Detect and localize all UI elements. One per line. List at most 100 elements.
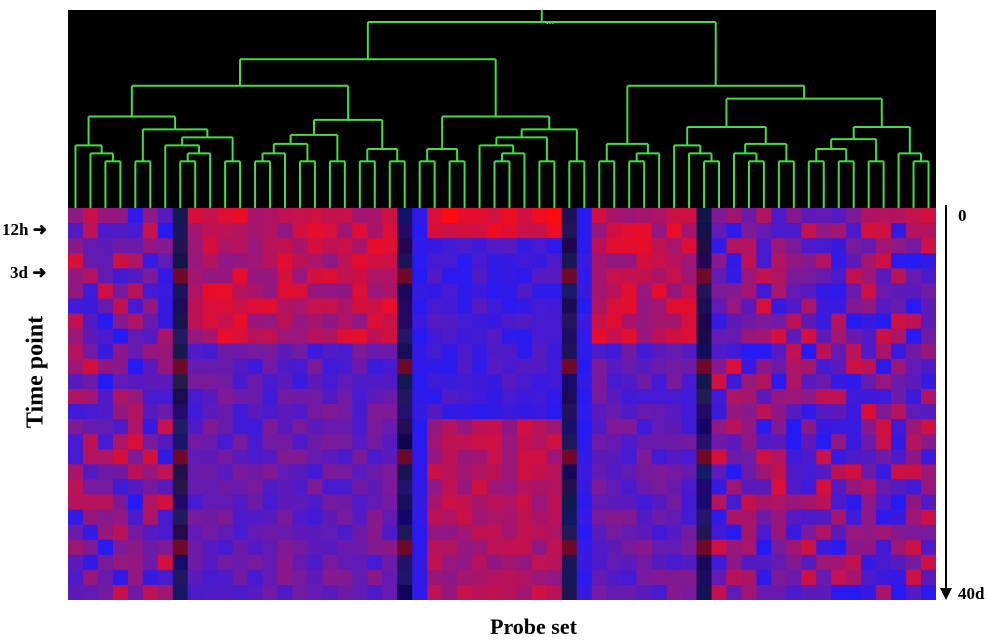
heatmap-cell xyxy=(307,539,324,556)
heatmap-cell xyxy=(412,208,428,224)
heatmap-cell xyxy=(172,208,189,224)
heatmap-cell xyxy=(82,238,99,254)
heatmap-cell xyxy=(801,449,817,465)
heatmap-cell xyxy=(127,524,144,541)
heatmap-cell xyxy=(786,404,802,420)
heatmap-cell xyxy=(367,509,383,526)
heatmap-cell xyxy=(561,373,578,390)
heatmap-cell xyxy=(831,388,847,405)
heatmap-cell xyxy=(666,253,683,269)
heatmap-cell xyxy=(561,524,578,541)
heatmap-cell xyxy=(277,223,294,239)
heatmap-cell xyxy=(172,328,189,345)
heatmap-cell xyxy=(531,253,548,269)
heatmap-cell xyxy=(516,208,533,224)
heatmap-cell xyxy=(187,464,204,480)
heatmap-cell xyxy=(307,343,324,360)
heatmap-cell xyxy=(352,569,368,586)
heatmap-cell xyxy=(666,449,683,465)
heatmap-cell xyxy=(202,449,219,465)
heatmap-cell xyxy=(621,539,638,556)
heatmap-cell xyxy=(472,313,488,330)
heatmap-cell xyxy=(127,208,144,224)
heatmap-cell xyxy=(516,479,533,496)
heatmap-cell xyxy=(142,494,159,511)
heatmap-cell xyxy=(756,524,772,541)
heatmap-cell xyxy=(262,554,279,571)
heatmap-cell xyxy=(292,268,309,284)
heatmap-cell xyxy=(786,268,802,284)
heatmap-cell xyxy=(442,584,458,600)
heatmap-cell xyxy=(247,358,264,375)
heatmap-cell xyxy=(561,569,578,586)
heatmap-cell xyxy=(711,479,728,496)
heatmap-cell xyxy=(472,509,488,526)
heatmap-cell xyxy=(82,388,99,405)
heatmap-cell xyxy=(442,298,458,315)
heatmap-cell xyxy=(801,388,817,405)
heatmap-cell xyxy=(681,268,698,284)
heatmap-cell xyxy=(127,343,144,360)
heatmap-cell xyxy=(696,524,713,541)
heatmap-cell xyxy=(591,524,608,541)
heatmap-cell xyxy=(457,253,473,269)
heatmap-cell xyxy=(786,223,802,239)
heatmap-cell xyxy=(651,268,668,284)
heatmap-cell xyxy=(142,509,159,526)
heatmap-cell xyxy=(726,404,743,420)
heatmap-cell xyxy=(546,343,563,360)
heatmap-cell xyxy=(561,268,578,284)
heatmap-cell xyxy=(891,554,907,571)
heatmap-cell xyxy=(561,509,578,526)
heatmap-cell xyxy=(666,358,683,375)
heatmap-cell xyxy=(232,434,249,450)
heatmap-cell xyxy=(187,208,204,224)
heatmap-cell xyxy=(127,494,144,511)
heatmap-cell xyxy=(187,494,204,511)
heatmap-cell xyxy=(247,223,264,239)
heatmap-cell xyxy=(606,554,623,571)
heatmap-cell xyxy=(621,449,638,465)
heatmap-cell xyxy=(516,554,533,571)
heatmap-cell xyxy=(651,554,668,571)
heatmap-cell xyxy=(801,238,817,254)
heatmap-cell xyxy=(786,524,802,541)
heatmap-cell xyxy=(876,388,892,405)
heatmap-cell xyxy=(546,479,563,496)
heatmap-cell xyxy=(427,253,443,269)
heatmap-cell xyxy=(322,434,338,450)
heatmap-cell xyxy=(846,524,862,541)
heatmap-cell xyxy=(741,434,758,450)
heatmap-cell xyxy=(606,434,623,450)
heatmap-cell xyxy=(621,569,638,586)
heatmap-cell xyxy=(666,434,683,450)
heatmap-cell xyxy=(217,268,234,284)
heatmap-cell xyxy=(786,388,802,405)
heatmap-cell xyxy=(891,208,907,224)
heatmap-cell xyxy=(397,328,413,345)
heatmap-cell xyxy=(502,388,518,405)
heatmap-cell xyxy=(112,434,129,450)
heatmap-cell xyxy=(591,434,608,450)
heatmap-cell xyxy=(591,509,608,526)
heatmap-cell xyxy=(397,539,413,556)
heatmap-cell xyxy=(382,253,398,269)
heatmap-cell xyxy=(546,208,563,224)
heatmap-cell xyxy=(112,539,129,556)
heatmap-cell xyxy=(786,509,802,526)
heatmap-cell xyxy=(472,524,488,541)
heatmap-cell xyxy=(516,253,533,269)
heatmap-cell xyxy=(307,253,324,269)
heatmap-cell xyxy=(831,268,847,284)
heatmap-cell xyxy=(591,464,608,480)
heatmap-cell xyxy=(921,283,936,300)
heatmap-cell xyxy=(606,223,623,239)
heatmap-cell xyxy=(876,539,892,556)
heatmap-cell xyxy=(127,539,144,556)
heatmap-cell xyxy=(217,569,234,586)
heatmap-cell xyxy=(756,434,772,450)
heatmap-cell xyxy=(621,509,638,526)
heatmap-cell xyxy=(292,419,309,435)
heatmap-cell xyxy=(352,223,368,239)
heatmap-cell xyxy=(292,584,309,600)
